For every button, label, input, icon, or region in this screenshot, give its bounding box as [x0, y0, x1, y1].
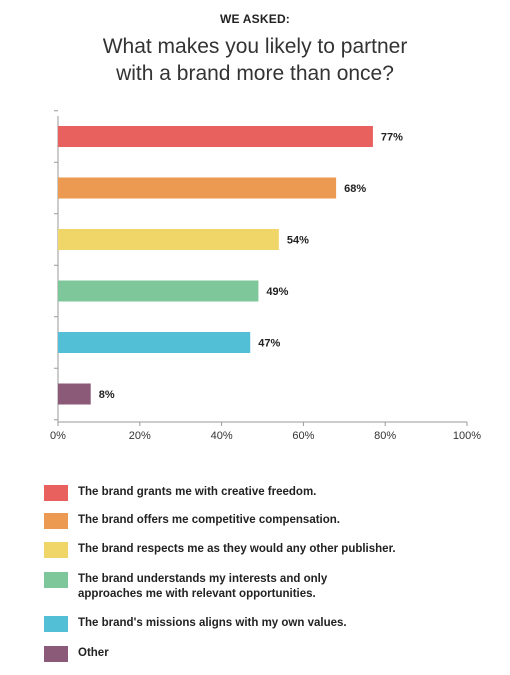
legend-label-line-1: The brand's missions aligns with my own …: [78, 617, 347, 629]
legend-label-line-1: The brand understands my interests and o…: [78, 573, 328, 585]
legend-label: The brand's missions aligns with my own …: [78, 616, 347, 631]
legend-item: The brand understands my interests and o…: [44, 572, 327, 602]
legend-item: Other: [44, 646, 109, 662]
x-tick-label: 0%: [50, 430, 66, 442]
legend-item: The brand's missions aligns with my own …: [44, 616, 347, 632]
legend-label: The brand respects me as they would any …: [78, 542, 396, 557]
bar-value-label: 68%: [344, 183, 366, 195]
x-tick-label: 40%: [211, 430, 233, 442]
legend-item: The brand respects me as they would any …: [44, 542, 396, 558]
legend-label-line-1: The brand grants me with creative freedo…: [78, 486, 317, 498]
legend-swatch: [44, 646, 68, 662]
x-tick-label: 60%: [292, 430, 314, 442]
legend-label: The brand offers me competitive compensa…: [78, 513, 340, 528]
bar: [58, 177, 337, 199]
legend-swatch: [44, 513, 68, 529]
bar-value-label: 54%: [287, 235, 309, 247]
bar: [58, 280, 259, 302]
legend-swatch: [44, 485, 68, 501]
legend-label: Other: [78, 646, 109, 661]
legend-swatch: [44, 616, 68, 632]
legend-label-line-1: The brand respects me as they would any …: [78, 543, 396, 555]
bar-value-label: 47%: [258, 338, 280, 350]
legend-item: The brand offers me competitive compensa…: [44, 513, 340, 529]
x-tick-label: 80%: [374, 430, 396, 442]
legend-label: The brand grants me with creative freedo…: [78, 485, 316, 500]
bar: [58, 332, 251, 353]
bar-value-label: 8%: [99, 389, 115, 401]
chart-title-line-1: What makes you likely to partner: [102, 35, 408, 58]
bar: [58, 126, 373, 147]
bar-chart: 0% 20% 40% 60% 80% 100% 77% 68% 54% 49% 47% 8%: [50, 110, 481, 442]
bar: [58, 229, 279, 250]
x-tick-label: 20%: [129, 430, 151, 442]
bar-value-label: 77%: [381, 132, 403, 144]
chart-title: What makes you likely to partner with a …: [0, 33, 510, 87]
legend-label: The brand understands my interests and o…: [78, 572, 327, 602]
legend-label-line-1: The brand offers me competitive compensa…: [78, 514, 340, 526]
eyebrow-label: WE ASKED:: [219, 12, 291, 26]
legend-swatch: [44, 572, 68, 588]
chart-title-line-2: with a brand more than once?: [116, 62, 394, 85]
legend-label-line-1: Other: [78, 647, 109, 659]
bar: [58, 383, 91, 405]
legend-label-line-2: approaches me with relevant opportunitie…: [78, 588, 316, 600]
legend-swatch: [44, 542, 68, 558]
legend-item: The brand grants me with creative freedo…: [44, 485, 316, 501]
bar-value-label: 49%: [266, 286, 288, 298]
x-tick-label: 100%: [453, 430, 481, 442]
